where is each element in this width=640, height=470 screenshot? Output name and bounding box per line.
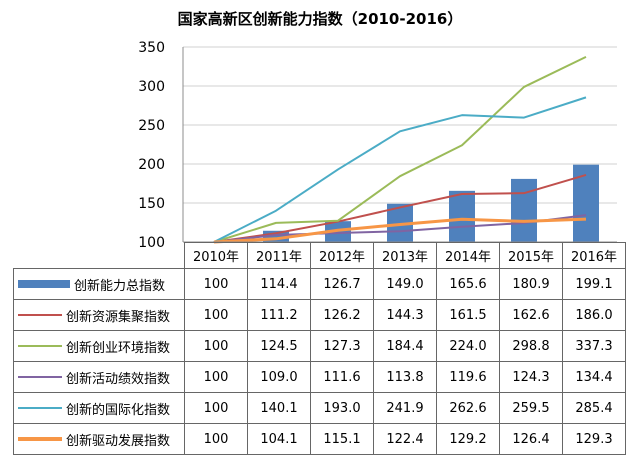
table-row: 创新的国际化指数 100 140.1 193.0 241.9 262.6 259.5 285.… bbox=[13, 392, 626, 424]
data-label: 122.4 bbox=[373, 423, 437, 455]
data-label: 144.3 bbox=[373, 299, 437, 331]
data-label: 134.4 bbox=[562, 361, 626, 393]
data-label: 111.6 bbox=[310, 361, 374, 393]
y-tick-label: 200 bbox=[138, 157, 165, 173]
data-label: 337.3 bbox=[562, 330, 626, 362]
data-label: 100 bbox=[184, 361, 248, 393]
legend-label: 创新资源集聚指数 bbox=[66, 309, 171, 325]
legend-label: 创新的国际化指数 bbox=[66, 402, 171, 418]
data-label: 115.1 bbox=[310, 423, 374, 455]
bar bbox=[449, 190, 475, 242]
data-label: 165.6 bbox=[436, 268, 500, 300]
y-tick-label: 250 bbox=[138, 118, 165, 134]
data-label: 285.4 bbox=[562, 392, 626, 424]
year-header: 2011年 bbox=[247, 242, 311, 269]
legend-label: 创新能力总指数 bbox=[74, 278, 166, 294]
data-label: 224.0 bbox=[436, 330, 500, 362]
series-line bbox=[213, 56, 587, 243]
series-line bbox=[213, 96, 587, 243]
data-label: 262.6 bbox=[436, 392, 500, 424]
data-table: 2010年 2011年 2012年 2013年 2014年 2015年 2016年 创新能力… bbox=[13, 242, 626, 455]
table-row: 创新活动绩效指数 100 109.0 111.6 113.8 119.6 124.3 134.… bbox=[13, 361, 626, 393]
year-header: 2010年 bbox=[184, 242, 248, 269]
data-label: 180.9 bbox=[499, 268, 563, 300]
legend-key bbox=[18, 437, 62, 441]
series-name-cell: 创新能力总指数 bbox=[13, 268, 185, 300]
series-name-cell: 创新创业环境指数 bbox=[13, 330, 185, 362]
data-label: 149.0 bbox=[373, 268, 437, 300]
bar bbox=[573, 164, 599, 242]
data-label: 199.1 bbox=[562, 268, 626, 300]
data-label: 100 bbox=[184, 423, 248, 455]
data-label: 184.4 bbox=[373, 330, 437, 362]
year-header: 2012年 bbox=[310, 242, 374, 269]
legend-label: 创新活动绩效指数 bbox=[66, 371, 171, 387]
y-tick-label: 350 bbox=[138, 40, 165, 56]
data-label: 140.1 bbox=[247, 392, 311, 424]
series-name-cell: 创新资源集聚指数 bbox=[13, 299, 185, 331]
series-line bbox=[213, 217, 587, 244]
data-label: 259.5 bbox=[499, 392, 563, 424]
data-label: 186.0 bbox=[562, 299, 626, 331]
bar bbox=[263, 230, 289, 242]
year-header: 2016年 bbox=[562, 242, 626, 269]
data-label: 127.3 bbox=[310, 330, 374, 362]
series-line bbox=[213, 173, 587, 243]
data-label: 113.8 bbox=[373, 361, 437, 393]
legend-key bbox=[18, 407, 62, 409]
legend-key bbox=[18, 345, 62, 347]
data-label: 126.4 bbox=[499, 423, 563, 455]
legend-key bbox=[18, 280, 70, 288]
data-label: 104.1 bbox=[247, 423, 311, 455]
data-label: 162.6 bbox=[499, 299, 563, 331]
data-label: 129.3 bbox=[562, 423, 626, 455]
table-corner bbox=[13, 242, 185, 269]
data-label: 100 bbox=[184, 299, 248, 331]
table-row: 创新能力总指数 100 114.4 126.7 149.0 165.6 180.9 199.1 bbox=[13, 268, 626, 300]
data-label: 161.5 bbox=[436, 299, 500, 331]
data-label: 100 bbox=[184, 268, 248, 300]
y-tick-label: 300 bbox=[138, 79, 165, 95]
data-label: 100 bbox=[184, 392, 248, 424]
series-name-cell: 创新活动绩效指数 bbox=[13, 361, 185, 393]
data-label: 126.7 bbox=[310, 268, 374, 300]
year-header: 2013年 bbox=[373, 242, 437, 269]
data-label: 193.0 bbox=[310, 392, 374, 424]
year-header: 2015年 bbox=[499, 242, 563, 269]
data-label: 111.2 bbox=[247, 299, 311, 331]
year-header-row: 2010年 2011年 2012年 2013年 2014年 2015年 2016年 bbox=[13, 242, 626, 269]
table-row: 创新驱动发展指数 100 104.1 115.1 122.4 129.2 126.4 129.… bbox=[13, 423, 626, 455]
data-label: 124.3 bbox=[499, 361, 563, 393]
chart-title: 国家高新区创新能力指数（2010-2016） bbox=[177, 10, 463, 28]
legend-label: 创新创业环境指数 bbox=[66, 340, 171, 356]
series-name-cell: 创新的国际化指数 bbox=[13, 392, 185, 424]
y-tick-label: 150 bbox=[138, 196, 165, 212]
series-name-cell: 创新驱动发展指数 bbox=[13, 423, 185, 455]
data-label: 124.5 bbox=[247, 330, 311, 362]
data-label: 109.0 bbox=[247, 361, 311, 393]
year-header: 2014年 bbox=[436, 242, 500, 269]
data-label: 100 bbox=[184, 330, 248, 362]
data-label: 298.8 bbox=[499, 330, 563, 362]
bar bbox=[511, 178, 537, 242]
table-row: 创新创业环境指数 100 124.5 127.3 184.4 224.0 298.8 337.… bbox=[13, 330, 626, 362]
legend-label: 创新驱动发展指数 bbox=[66, 433, 171, 449]
data-label: 119.6 bbox=[436, 361, 500, 393]
legend-key bbox=[18, 314, 62, 316]
data-label: 241.9 bbox=[373, 392, 437, 424]
table-row: 创新资源集聚指数 100 111.2 126.2 144.3 161.5 162.6 186.… bbox=[13, 299, 626, 331]
data-label: 126.2 bbox=[310, 299, 374, 331]
legend-key bbox=[18, 376, 62, 378]
data-label: 129.2 bbox=[436, 423, 500, 455]
data-label: 114.4 bbox=[247, 268, 311, 300]
series-line bbox=[213, 214, 587, 243]
